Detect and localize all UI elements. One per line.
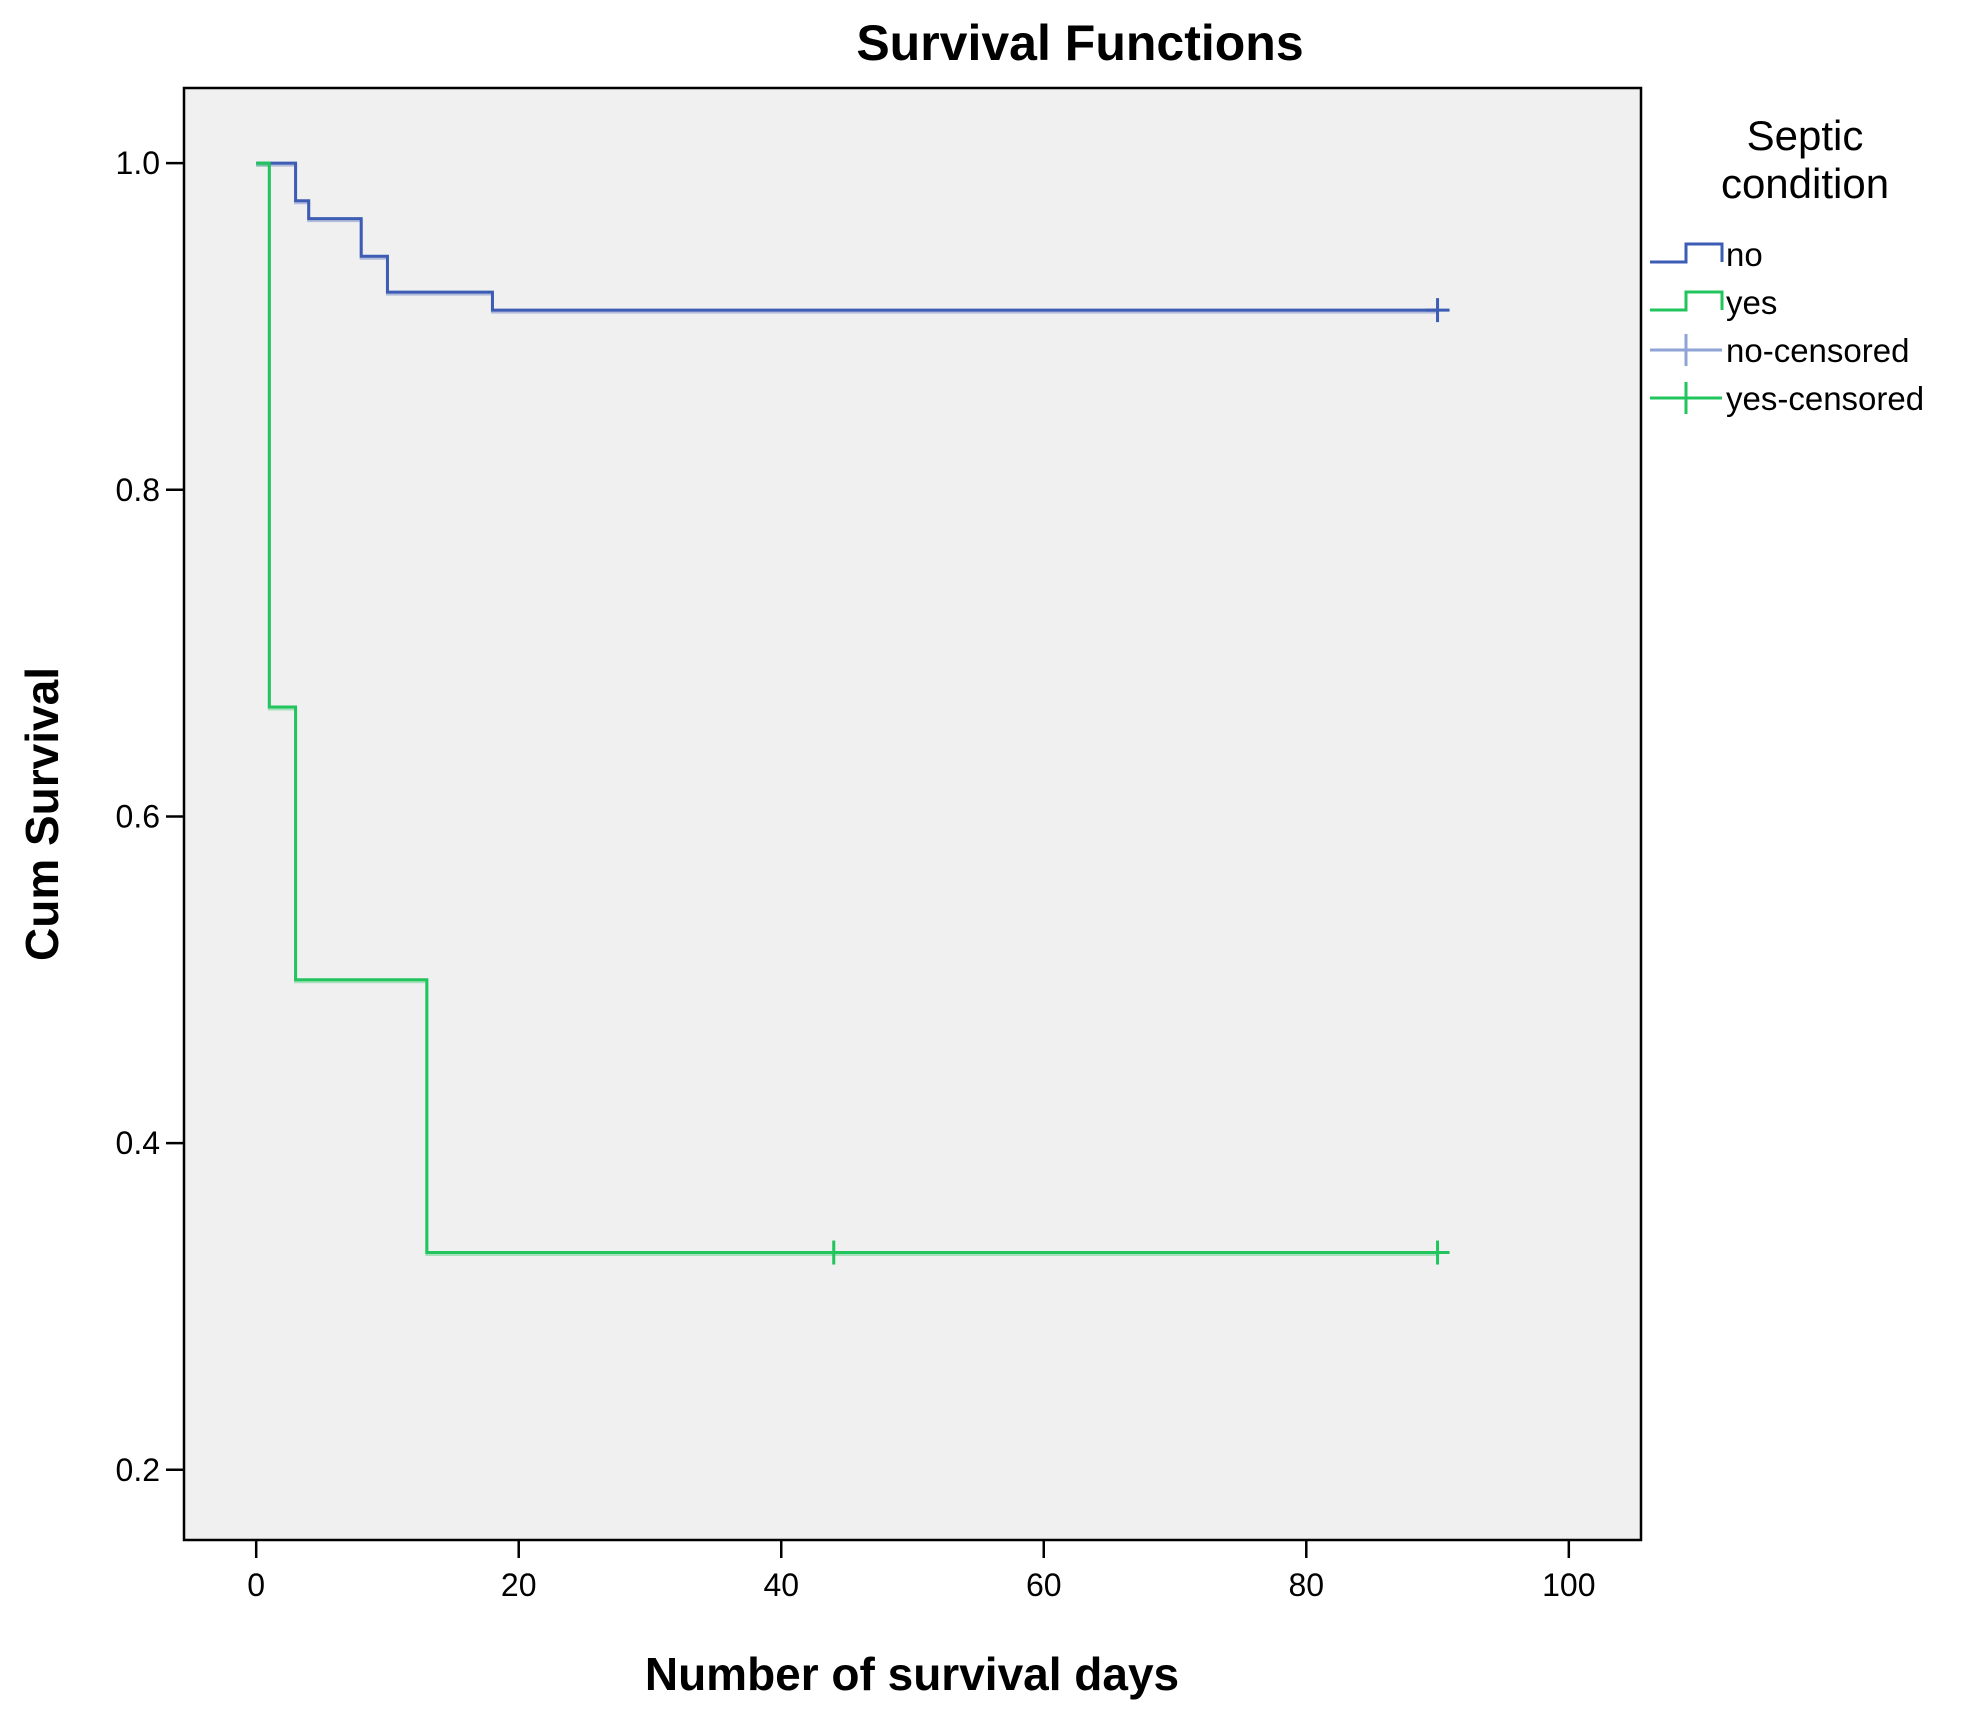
survival-curve-yes [256, 161, 1438, 1255]
x-tick-label: 60 [1026, 1567, 1062, 1603]
x-axis-ticks: 0 20 40 60 80 100 [247, 1540, 1596, 1603]
y-axis-label: Cum Survival [16, 667, 68, 961]
y-tick-label: 0.4 [116, 1125, 160, 1161]
y-tick-label: 0.2 [116, 1452, 160, 1488]
legend-title-line-2: condition [1721, 160, 1889, 207]
legend: Septic condition no yes no-censored yes-cen… [1650, 112, 1924, 417]
legend-swatch-no [1650, 242, 1724, 264]
series-layer [256, 161, 1450, 1265]
y-tick-label: 0.6 [116, 798, 160, 834]
legend-label-yes-censored: yes-censored [1726, 380, 1924, 417]
x-tick-label: 80 [1288, 1567, 1324, 1603]
y-axis-ticks: 0.2 0.4 0.6 0.8 1.0 [116, 145, 184, 1488]
legend-entries: no yes no-censored yes-censored [1650, 236, 1924, 417]
legend-label-no-censored: no-censored [1726, 332, 1909, 369]
x-tick-label: 100 [1542, 1567, 1595, 1603]
legend-label-yes: yes [1726, 284, 1777, 321]
plot-area [182, 86, 1643, 1542]
survival-curve-no [256, 161, 1438, 312]
x-tick-label: 0 [247, 1567, 265, 1603]
legend-swatch-yes [1650, 290, 1724, 312]
y-tick-label: 1.0 [116, 145, 160, 181]
chart-title: Survival Functions [856, 15, 1303, 71]
x-tick-label: 40 [763, 1567, 799, 1603]
x-tick-label: 20 [501, 1567, 537, 1603]
legend-label-no: no [1726, 236, 1763, 273]
y-tick-label: 0.8 [116, 472, 160, 508]
legend-title-line-1: Septic [1747, 112, 1864, 159]
x-axis-label: Number of survival days [645, 1648, 1179, 1700]
